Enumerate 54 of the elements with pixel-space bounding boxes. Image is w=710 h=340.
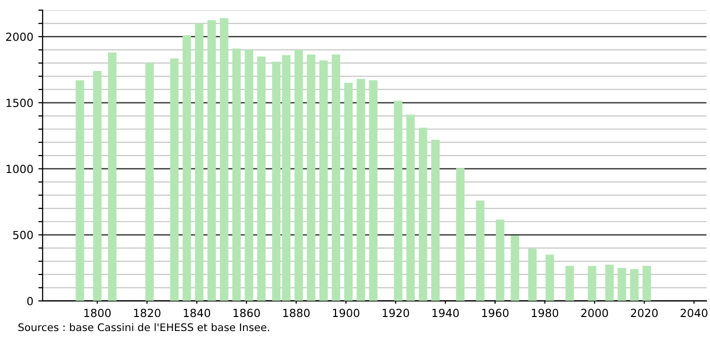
bar — [257, 56, 266, 301]
bar — [546, 254, 554, 301]
bar — [93, 70, 102, 301]
bar — [510, 235, 520, 301]
bar — [565, 266, 574, 301]
bar — [588, 266, 596, 301]
bar — [232, 48, 241, 301]
x-tick-label: 1840 — [184, 308, 210, 318]
bar — [369, 80, 378, 301]
y-tick-label: 1000 — [6, 164, 33, 174]
y-tick-label: 1500 — [6, 98, 33, 108]
bar — [306, 54, 316, 301]
x-tick-label: 1960 — [482, 308, 509, 318]
bar — [170, 58, 179, 301]
bar — [294, 50, 303, 301]
bar — [456, 168, 465, 301]
bar — [630, 269, 639, 301]
y-tick-label: 2000 — [6, 32, 33, 42]
x-tick-label: 1860 — [234, 308, 260, 318]
bar — [406, 114, 415, 301]
x-tick-label: 1980 — [532, 308, 558, 318]
x-tick-label: 2000 — [581, 308, 608, 318]
bar — [605, 264, 614, 301]
y-tick-label: 0 — [27, 296, 33, 306]
bar — [195, 23, 204, 301]
bar — [528, 248, 537, 301]
bar — [476, 200, 484, 301]
bar — [642, 266, 652, 301]
x-tick-label: 1900 — [333, 308, 360, 318]
bar — [431, 140, 440, 301]
x-tick-label: 1820 — [134, 308, 160, 318]
bar — [394, 100, 402, 301]
y-tick-label: 500 — [13, 230, 33, 240]
x-tick-label: 1800 — [84, 308, 111, 318]
bar — [418, 128, 428, 301]
x-tick-label: 1920 — [382, 308, 410, 318]
bar — [76, 80, 84, 301]
bar — [108, 52, 116, 301]
bar — [207, 20, 216, 301]
bar — [220, 18, 228, 301]
bar — [344, 82, 353, 301]
bar — [145, 63, 154, 301]
bar — [319, 60, 328, 301]
x-tick-label: 2040 — [680, 308, 708, 318]
bar — [182, 35, 192, 301]
x-tick-label: 1880 — [283, 308, 310, 318]
bar — [496, 220, 504, 301]
x-tick-label: 2020 — [630, 308, 658, 318]
x-tick-label: 1940 — [432, 308, 459, 318]
source-note: Sources : base Cassini de l'EHESS et base Insee. — [18, 323, 270, 332]
bar — [618, 268, 626, 301]
bar — [356, 78, 366, 301]
bar — [332, 54, 340, 301]
bar — [244, 50, 254, 301]
